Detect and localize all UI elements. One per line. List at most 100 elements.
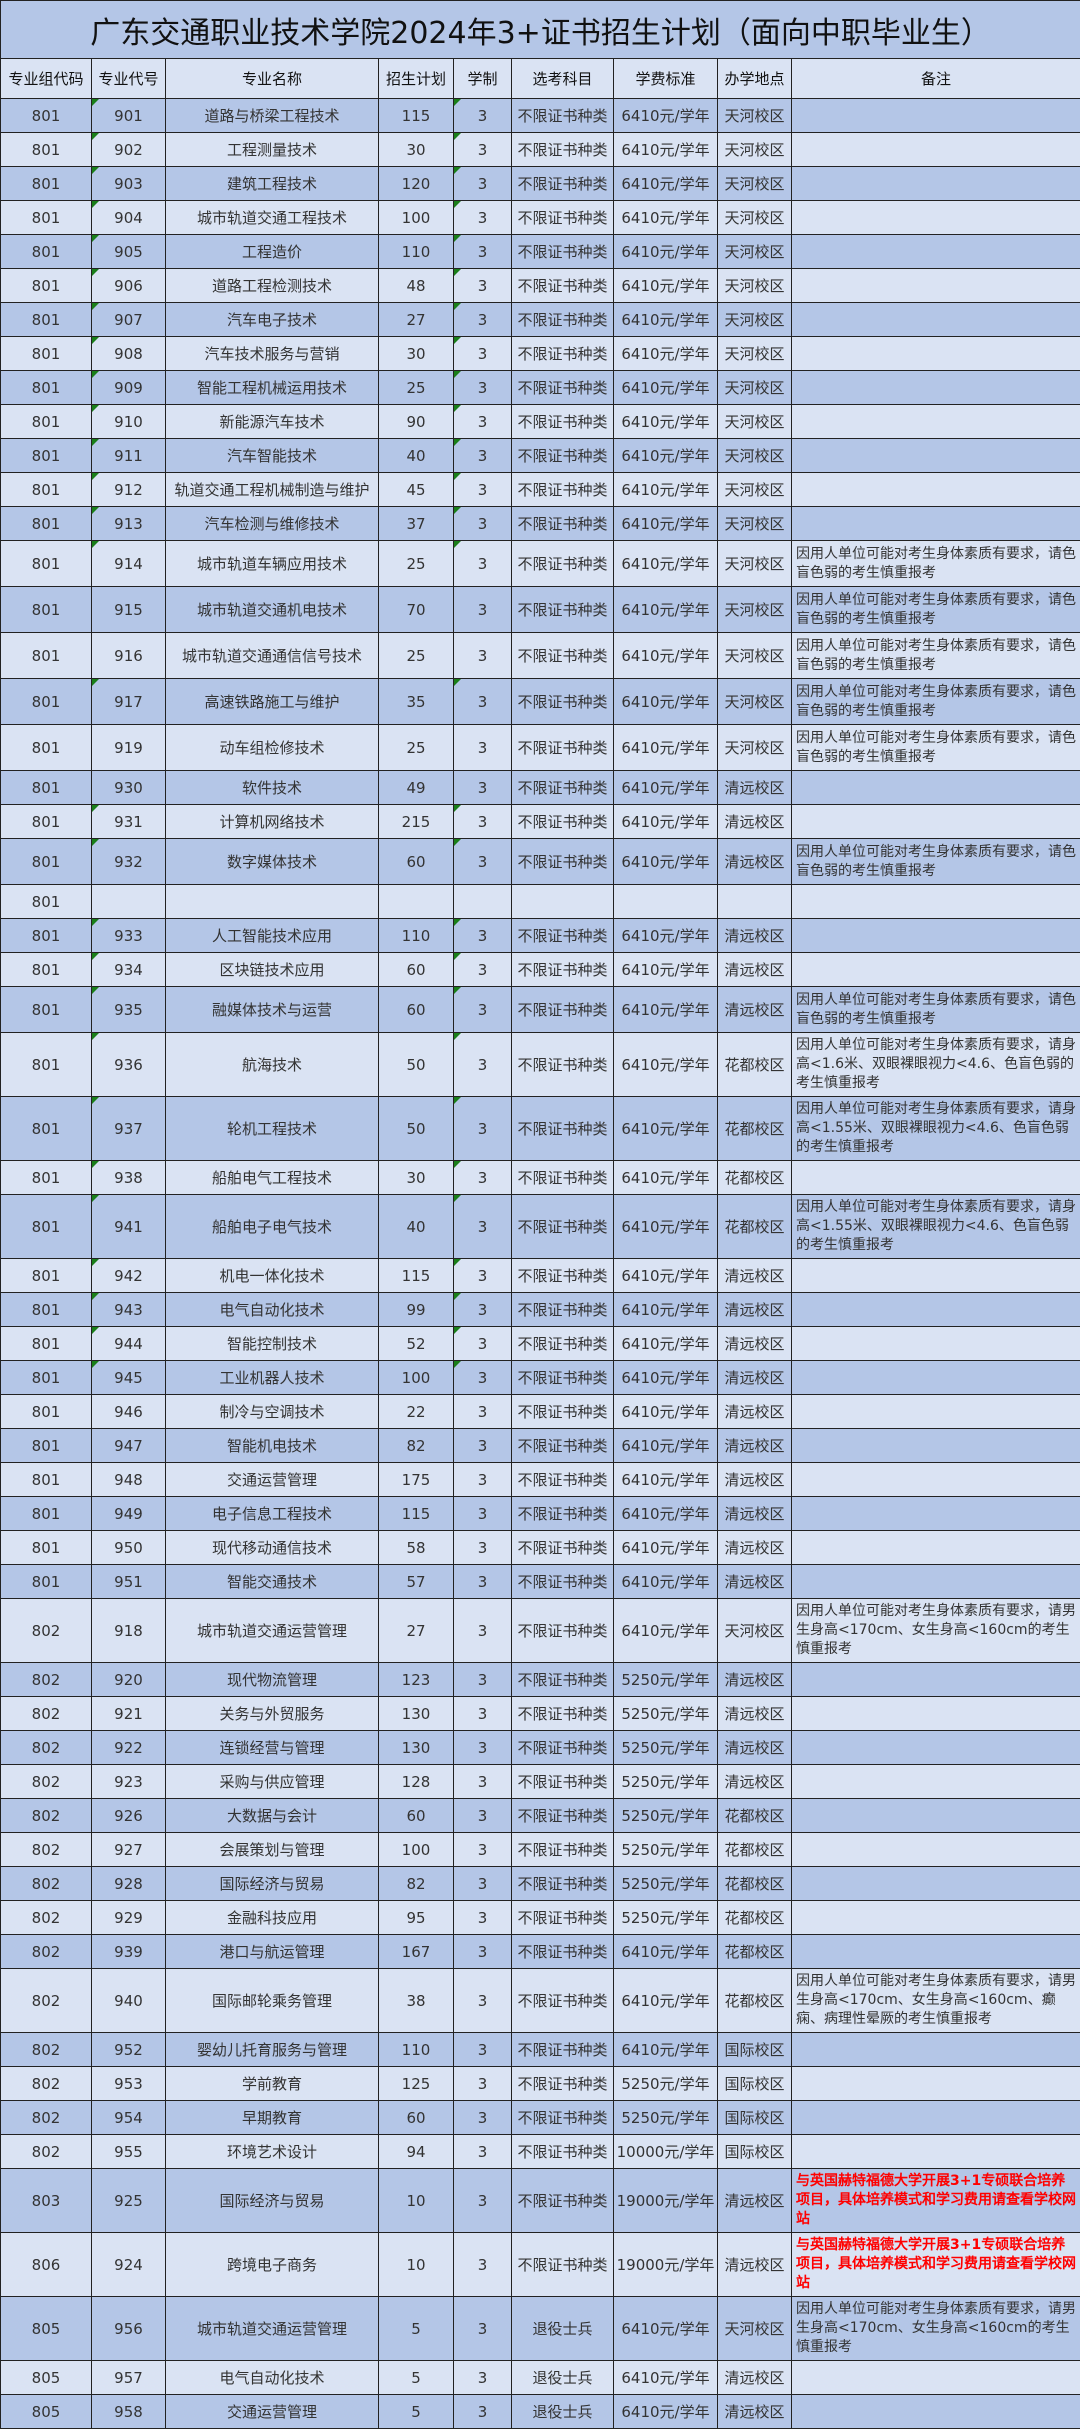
comment-marker-icon[interactable] [454, 99, 461, 106]
fee-text: 19000元/学年 [616, 2256, 715, 2274]
plan-cell: 25 [378, 540, 454, 587]
campus-cell: 花都校区 [717, 1866, 792, 1901]
subject-text: 不限证书种类 [517, 601, 608, 619]
comment-marker-icon[interactable] [454, 1327, 461, 1334]
table-row: 801 930 软件技术 49 3 不限证书种类 6410元/学年 清远校区 [0, 770, 1080, 805]
years-cell: 3 [453, 2394, 512, 2429]
comment-marker-icon[interactable] [454, 1097, 461, 1104]
comment-marker-icon[interactable] [92, 1327, 99, 1334]
comment-marker-icon[interactable] [92, 839, 99, 846]
comment-marker-icon[interactable] [454, 269, 461, 276]
major-code-text: 912 [114, 480, 143, 499]
comment-marker-icon[interactable] [454, 235, 461, 242]
comment-marker-icon[interactable] [92, 507, 99, 514]
fee-cell: 5250元/学年 [613, 1696, 718, 1731]
comment-marker-icon[interactable] [92, 99, 99, 106]
table-row: 801 938 船舶电气工程技术 30 3 不限证书种类 6410元/学年 花都校区 [0, 1160, 1080, 1195]
comment-marker-icon[interactable] [92, 1259, 99, 1266]
comment-marker-icon[interactable] [92, 1033, 99, 1040]
major-name-text: 数字媒体技术 [226, 853, 317, 871]
comment-marker-icon[interactable] [454, 1033, 461, 1040]
comment-marker-icon[interactable] [92, 439, 99, 446]
major-name-text: 机电一体化技术 [219, 1267, 325, 1285]
comment-marker-icon[interactable] [454, 303, 461, 310]
comment-marker-icon[interactable] [92, 541, 99, 548]
group-code-text: 802 [31, 1738, 61, 1757]
comment-marker-icon[interactable] [454, 1195, 461, 1202]
plan-cell: 48 [378, 268, 454, 303]
comment-marker-icon[interactable] [92, 235, 99, 242]
subject-text: 不限证书种类 [517, 413, 608, 431]
comment-marker-icon[interactable] [454, 1293, 461, 1300]
major-code-text: 957 [114, 2368, 143, 2387]
comment-marker-icon[interactable] [92, 167, 99, 174]
comment-marker-icon[interactable] [454, 371, 461, 378]
comment-marker-icon[interactable] [92, 987, 99, 994]
major-code-cell: 921 [91, 1696, 166, 1731]
comment-marker-icon[interactable] [92, 371, 99, 378]
comment-marker-icon[interactable] [92, 133, 99, 140]
plan-text: 100 [401, 208, 431, 227]
campus-text: 天河校区 [724, 141, 785, 159]
comment-marker-icon[interactable] [92, 1097, 99, 1104]
major-name-cell: 工业机器人技术 [165, 1360, 379, 1395]
comment-marker-icon[interactable] [92, 919, 99, 926]
comment-marker-icon[interactable] [454, 679, 461, 686]
comment-marker-icon[interactable] [92, 805, 99, 812]
comment-marker-icon[interactable] [92, 1293, 99, 1300]
subject-cell: 不限证书种类 [511, 1798, 614, 1833]
comment-marker-icon[interactable] [454, 1259, 461, 1266]
plan-text: 37 [406, 514, 426, 533]
comment-marker-icon[interactable] [92, 405, 99, 412]
plan-cell: 110 [378, 2032, 454, 2067]
subject-text: 不限证书种类 [517, 853, 608, 871]
comment-marker-icon[interactable] [454, 201, 461, 208]
subject-cell: 不限证书种类 [511, 1934, 614, 1969]
comment-marker-icon[interactable] [92, 473, 99, 480]
comment-marker-icon[interactable] [454, 167, 461, 174]
comment-marker-icon[interactable] [454, 473, 461, 480]
plan-cell: 175 [378, 1462, 454, 1497]
comment-marker-icon[interactable] [454, 439, 461, 446]
comment-marker-icon[interactable] [454, 507, 461, 514]
comment-marker-icon[interactable] [92, 1195, 99, 1202]
comment-marker-icon[interactable] [92, 269, 99, 276]
comment-marker-icon[interactable] [454, 805, 461, 812]
table-row: 801 910 新能源汽车技术 90 3 不限证书种类 6410元/学年 天河校区 [0, 404, 1080, 439]
group-code-text: 801 [31, 276, 61, 295]
note-cell [790, 1696, 1080, 1731]
major-code-text: 952 [114, 2040, 143, 2059]
comment-marker-icon[interactable] [454, 919, 461, 926]
comment-marker-icon[interactable] [454, 1361, 461, 1368]
plan-text: 60 [406, 960, 426, 979]
comment-marker-icon[interactable] [454, 987, 461, 994]
major-code-cell: 904 [91, 200, 166, 235]
fee-cell: 6410元/学年 [613, 2360, 718, 2395]
comment-marker-icon[interactable] [454, 541, 461, 548]
plan-text: 100 [401, 1840, 431, 1859]
major-code-cell: 909 [91, 370, 166, 405]
comment-marker-icon[interactable] [454, 337, 461, 344]
comment-marker-icon[interactable] [454, 133, 461, 140]
comment-marker-icon[interactable] [454, 1161, 461, 1168]
comment-marker-icon[interactable] [454, 839, 461, 846]
plan-text: 60 [406, 2108, 426, 2127]
comment-marker-icon[interactable] [92, 201, 99, 208]
major-code-text: 950 [114, 1538, 143, 1557]
major-name-cell: 大数据与会计 [165, 1798, 379, 1833]
comment-marker-icon[interactable] [454, 405, 461, 412]
major-code-text: 933 [114, 926, 143, 945]
comment-marker-icon[interactable] [92, 679, 99, 686]
major-code-text: 929 [114, 1908, 143, 1927]
campus-cell: 花都校区 [717, 1096, 792, 1161]
comment-marker-icon[interactable] [92, 337, 99, 344]
major-name-cell: 电气自动化技术 [165, 1292, 379, 1327]
fee-text: 6410元/学年 [621, 693, 710, 711]
major-code-text: 902 [114, 140, 143, 159]
major-name-text: 城市轨道交通通信信号技术 [181, 647, 362, 665]
comment-marker-icon[interactable] [92, 1361, 99, 1368]
comment-marker-icon[interactable] [92, 1161, 99, 1168]
comment-marker-icon[interactable] [92, 303, 99, 310]
comment-marker-icon[interactable] [92, 953, 99, 960]
comment-marker-icon[interactable] [454, 953, 461, 960]
